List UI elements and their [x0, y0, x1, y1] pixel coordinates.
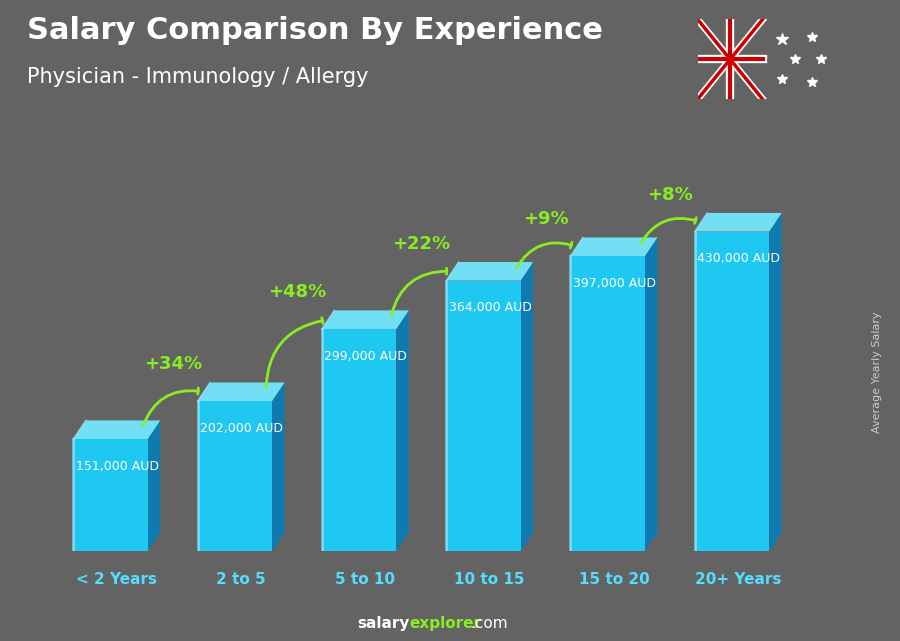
Text: < 2 Years: < 2 Years	[76, 572, 158, 587]
Polygon shape	[322, 329, 396, 551]
Text: Salary Comparison By Experience: Salary Comparison By Experience	[27, 16, 603, 45]
Text: 10 to 15: 10 to 15	[454, 572, 525, 587]
Text: +22%: +22%	[392, 235, 450, 253]
Text: +48%: +48%	[268, 283, 326, 301]
Polygon shape	[571, 237, 657, 256]
Polygon shape	[571, 256, 645, 551]
Text: 5 to 10: 5 to 10	[336, 572, 395, 587]
Text: 364,000 AUD: 364,000 AUD	[448, 301, 532, 315]
Polygon shape	[272, 383, 284, 551]
Text: 151,000 AUD: 151,000 AUD	[76, 460, 158, 473]
Text: +34%: +34%	[144, 355, 202, 373]
Text: explorer: explorer	[410, 615, 482, 631]
Text: Average Yearly Salary: Average Yearly Salary	[872, 311, 883, 433]
Polygon shape	[198, 401, 272, 551]
Polygon shape	[521, 262, 533, 551]
Text: 299,000 AUD: 299,000 AUD	[324, 350, 407, 363]
Polygon shape	[198, 383, 284, 401]
Polygon shape	[396, 310, 409, 551]
Polygon shape	[695, 231, 770, 551]
Text: 2 to 5: 2 to 5	[216, 572, 266, 587]
Text: +8%: +8%	[647, 186, 693, 204]
Polygon shape	[695, 213, 782, 231]
Polygon shape	[446, 262, 533, 281]
Polygon shape	[446, 281, 521, 551]
Text: 15 to 20: 15 to 20	[579, 572, 649, 587]
Polygon shape	[770, 213, 782, 551]
Text: 20+ Years: 20+ Years	[695, 572, 781, 587]
Text: .com: .com	[471, 615, 508, 631]
Polygon shape	[322, 310, 409, 329]
Text: 397,000 AUD: 397,000 AUD	[573, 277, 656, 290]
Polygon shape	[73, 420, 160, 439]
Text: salary: salary	[357, 615, 410, 631]
Text: 430,000 AUD: 430,000 AUD	[698, 253, 780, 265]
Text: +9%: +9%	[523, 210, 569, 228]
Polygon shape	[148, 420, 160, 551]
Text: Physician - Immunology / Allergy: Physician - Immunology / Allergy	[27, 67, 368, 87]
Text: 202,000 AUD: 202,000 AUD	[200, 422, 284, 435]
Polygon shape	[73, 439, 148, 551]
Polygon shape	[645, 237, 657, 551]
